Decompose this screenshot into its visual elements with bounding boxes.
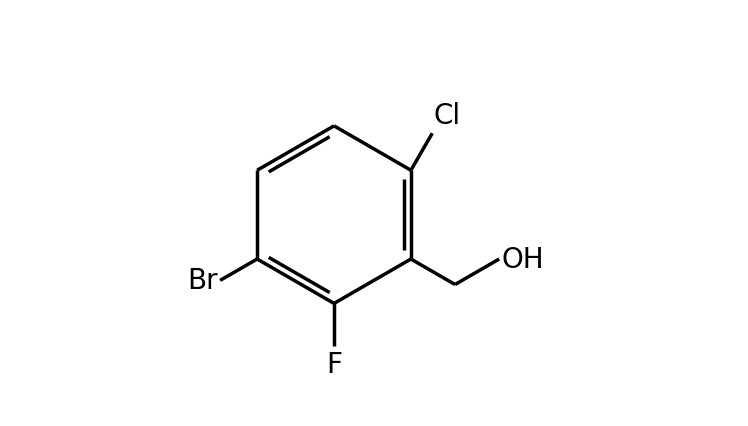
Text: Br: Br bbox=[187, 267, 218, 295]
Text: F: F bbox=[326, 350, 342, 378]
Text: OH: OH bbox=[502, 245, 545, 273]
Text: Cl: Cl bbox=[434, 102, 461, 130]
